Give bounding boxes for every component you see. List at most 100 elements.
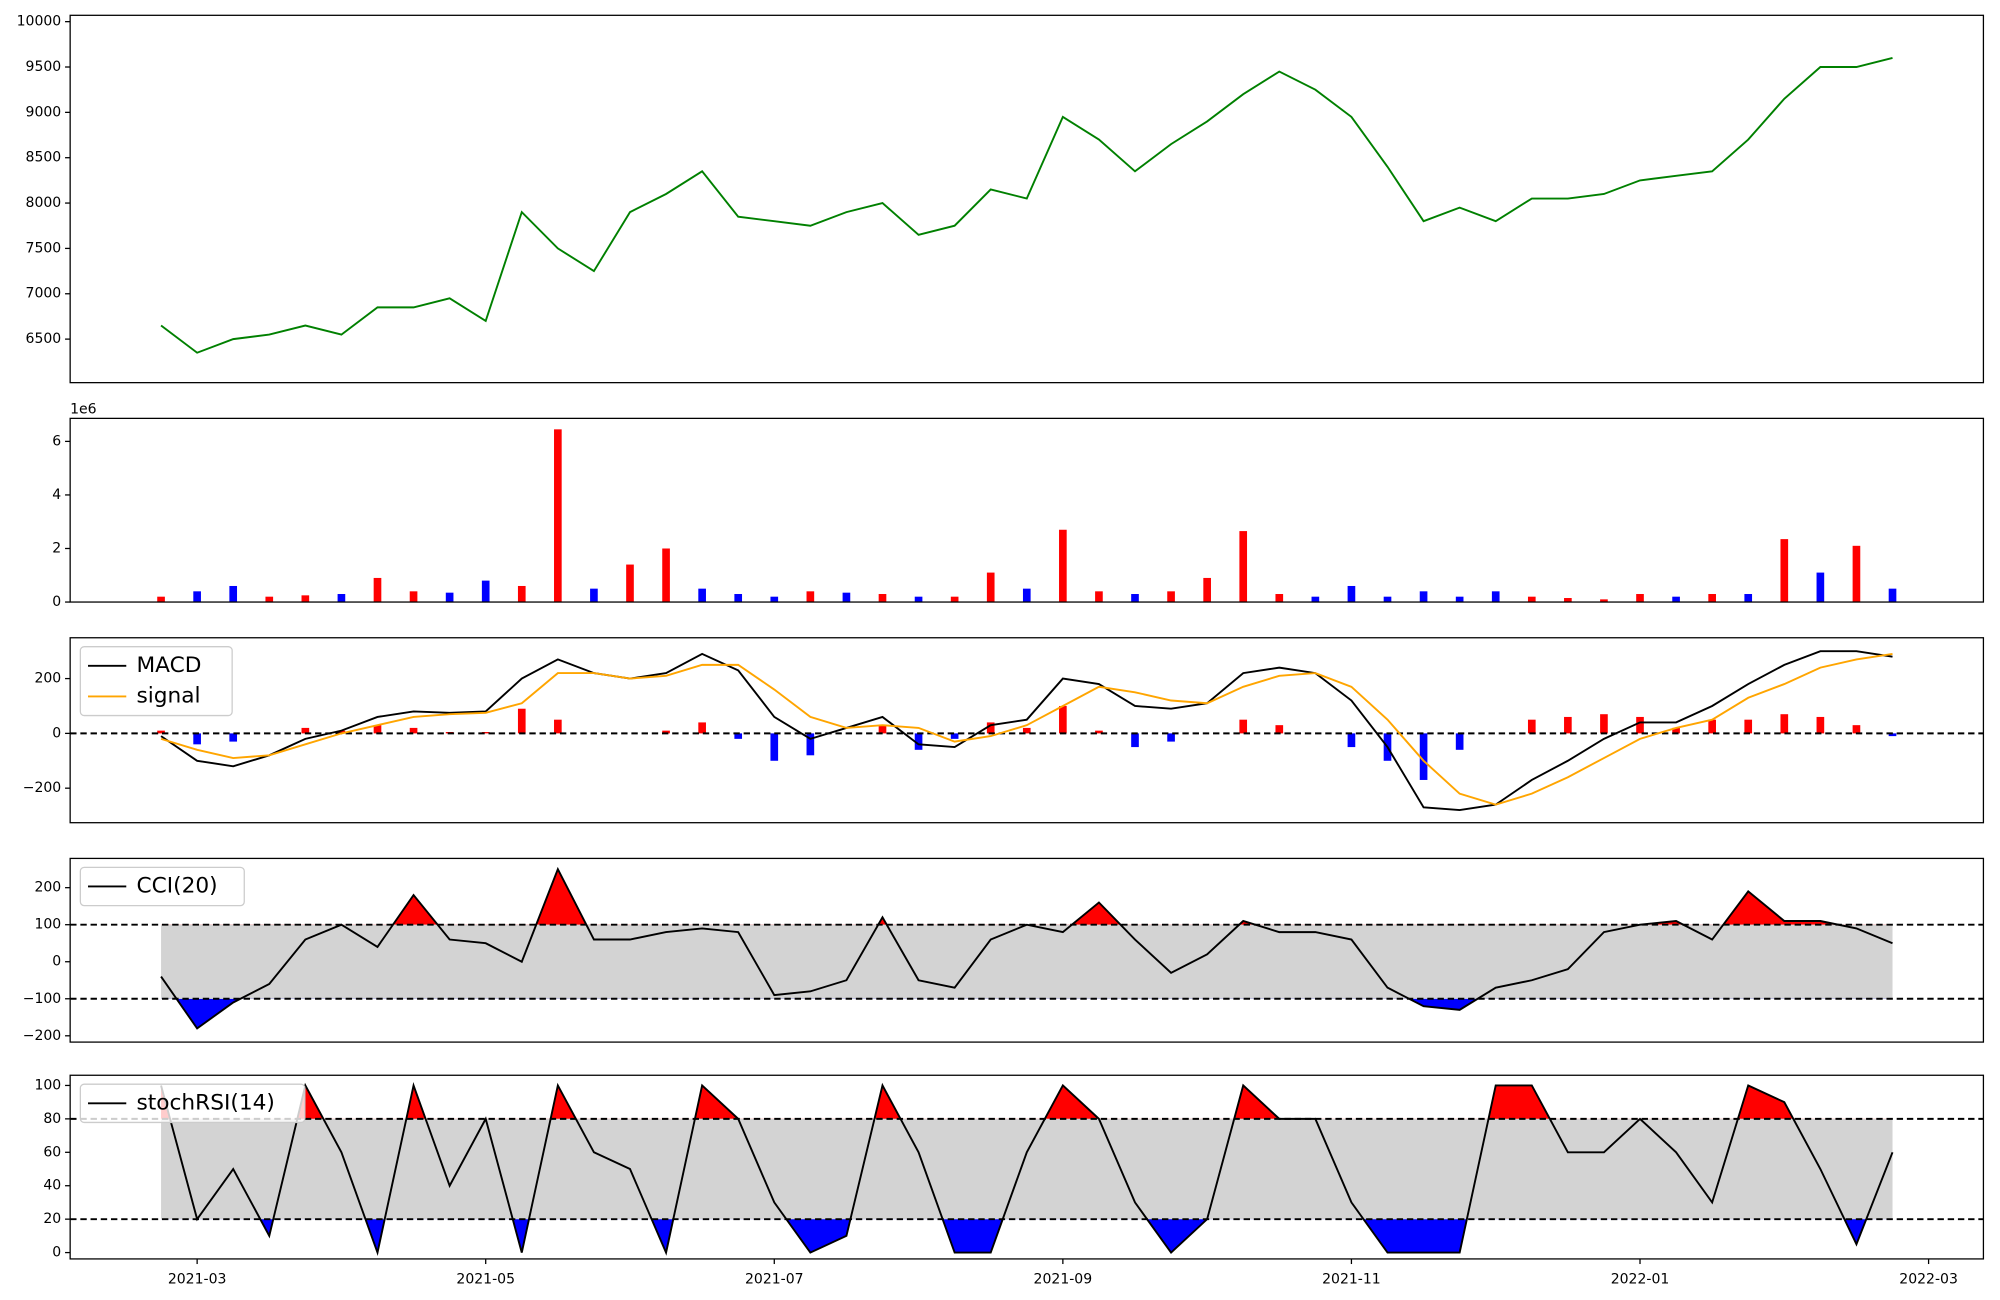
histogram-bar: [229, 733, 238, 742]
bar: [1708, 594, 1716, 603]
histogram-bar: [806, 733, 815, 756]
line: [160, 866, 1893, 1030]
panel: 0 2 4 6 1e6: [52, 401, 1985, 610]
bar: [1491, 591, 1500, 603]
bar: [1636, 594, 1644, 603]
axes-frame: [69, 417, 1985, 603]
bar: [445, 592, 454, 603]
histogram-bar: [1744, 719, 1753, 734]
panel: 6500 7000 7500 8000 8500 9000 9500 10000: [17, 14, 1985, 384]
y-tick-label: 0: [52, 954, 61, 970]
histogram-bar: [1347, 733, 1356, 748]
bar: [1383, 596, 1392, 603]
x-tick-label: 2022-03: [1899, 1271, 1958, 1287]
offset-label: 1e6: [70, 401, 97, 417]
histogram-bar: [1672, 727, 1680, 734]
line: [160, 650, 1893, 812]
bar: [1816, 572, 1825, 603]
legend-box: [79, 646, 233, 717]
y-tick-label: 9000: [26, 104, 62, 120]
fill-above: [161, 1085, 1794, 1119]
y-tick-label: 4: [52, 487, 61, 503]
histogram-bar: [770, 733, 779, 761]
histogram-bar: [1780, 714, 1789, 734]
y-tick-label: 200: [34, 671, 61, 687]
bar: [1672, 596, 1680, 603]
x-tick-label: 2022-01: [1611, 1271, 1670, 1287]
bar: [1059, 529, 1067, 603]
y-tick-label: 6500: [26, 331, 62, 347]
line: [160, 57, 1893, 354]
histogram-bar: [986, 722, 995, 734]
bar: [554, 429, 562, 603]
histogram-bar: [373, 725, 382, 734]
y-tick-label: 60: [43, 1144, 61, 1160]
bar: [1852, 545, 1861, 603]
legend-label: stochRSI(14): [136, 1090, 274, 1115]
bar: [734, 594, 743, 603]
y-tick-label: −200: [23, 1028, 62, 1044]
panel: −200 0 200 MACD signal: [23, 637, 1985, 824]
histogram-bar: [1022, 727, 1031, 734]
fill-below: [161, 1219, 1893, 1253]
legend-label: MACD: [136, 653, 201, 678]
bar: [986, 572, 995, 603]
histogram-bar: [1636, 716, 1644, 734]
bar: [1347, 585, 1356, 603]
histogram-bar: [554, 719, 562, 734]
legend-box: [79, 866, 245, 907]
y-tick-label: 100: [34, 917, 61, 933]
bar: [698, 588, 706, 603]
histogram-bar: [1275, 725, 1284, 734]
y-tick-label: 0: [52, 725, 61, 741]
y-tick-label: 7500: [26, 240, 62, 256]
histogram-bar: [1131, 733, 1139, 748]
histogram-bar: [301, 727, 310, 734]
y-tick-label: 40: [43, 1178, 61, 1194]
bar: [914, 596, 923, 603]
histogram-bar: [662, 730, 670, 734]
bar: [878, 594, 887, 603]
histogram-bar: [734, 733, 743, 739]
bar: [193, 591, 201, 603]
bar: [1455, 596, 1464, 603]
bar: [1564, 598, 1572, 603]
y-tick-label: 200: [34, 880, 61, 896]
x-tick-label: 2021-05: [456, 1271, 515, 1287]
bar: [1888, 588, 1897, 603]
histogram-bar: [193, 733, 201, 745]
bar: [590, 588, 598, 603]
histogram-bar: [1816, 716, 1825, 734]
histogram-bar: [950, 733, 959, 739]
y-tick-label: 100: [34, 1077, 61, 1093]
fill-below: [161, 998, 1893, 1029]
histogram-bar: [1419, 733, 1428, 780]
histogram-bar: [1455, 733, 1464, 750]
bar: [1095, 591, 1103, 603]
bar: [337, 594, 346, 603]
bar: [409, 591, 418, 603]
bar: [517, 585, 526, 603]
histogram-bar: [914, 733, 923, 750]
x-tick-label: 2021-07: [745, 1271, 804, 1287]
y-tick-label: 9500: [26, 59, 62, 75]
panel: −200 −100 0 100 200 CCI(20): [23, 857, 1985, 1044]
histogram-bar: [1239, 719, 1248, 734]
legend-box: [79, 1083, 306, 1124]
y-tick-label: 6: [52, 433, 61, 449]
histogram-bar: [481, 732, 490, 734]
bar: [1744, 594, 1753, 603]
y-tick-label: −100: [23, 991, 62, 1007]
bar: [662, 548, 670, 603]
histogram-bar: [517, 708, 526, 734]
legend-label: signal: [136, 683, 200, 708]
histogram-bar: [698, 722, 706, 734]
axes-frame: [69, 14, 1985, 384]
bar: [301, 595, 310, 603]
bar: [265, 596, 274, 603]
bar: [770, 596, 779, 603]
bar: [373, 577, 382, 603]
bar: [1780, 539, 1789, 603]
bar: [1419, 591, 1428, 603]
bar: [481, 580, 490, 603]
